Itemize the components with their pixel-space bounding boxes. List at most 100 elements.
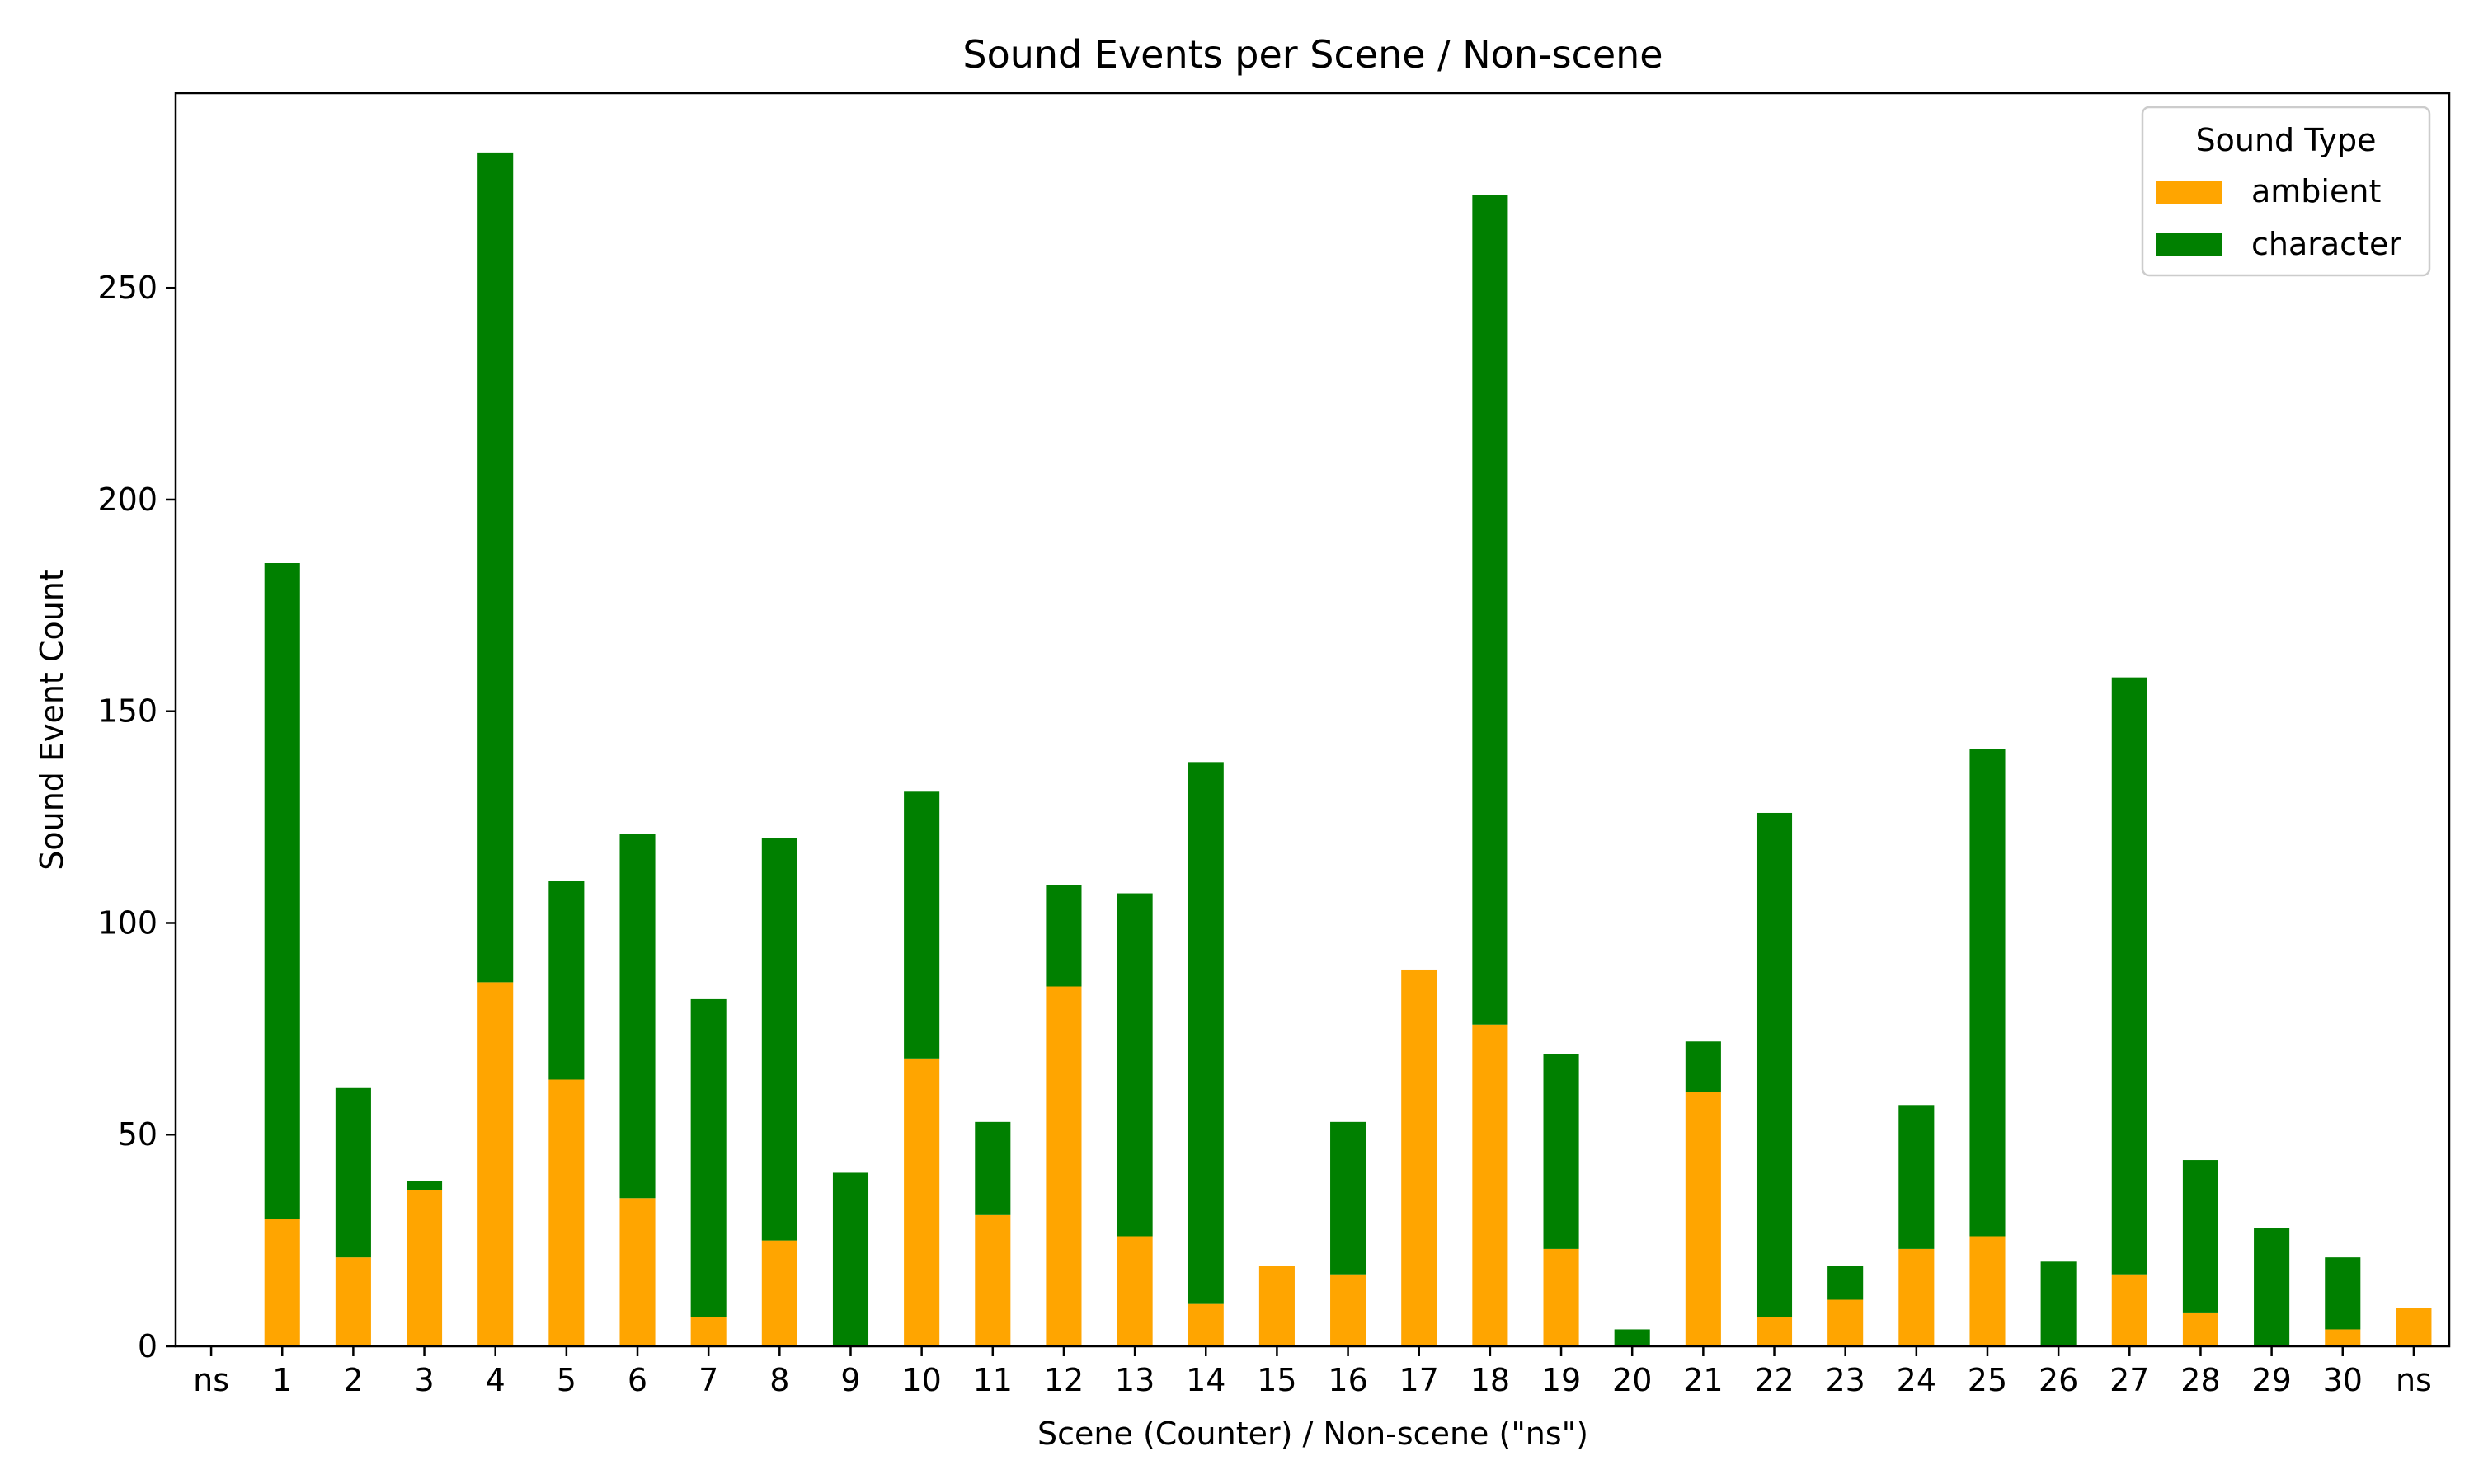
bar-character-24 [1898,1105,1935,1249]
bar-ambient-15 [1258,1266,1295,1346]
bar-ambient-10 [904,1058,940,1346]
x-tick-label: 27 [2109,1362,2149,1398]
y-tick-label: 200 [97,481,158,518]
x-tick-label: 6 [628,1362,647,1398]
legend: Sound Type ambient character [2141,106,2431,277]
x-tick-label: 14 [1186,1362,1225,1398]
bar-ambient-16 [1330,1274,1366,1346]
bar-ambient-3 [407,1190,443,1346]
bar-ambient-22 [1756,1317,1793,1346]
x-tick-label: 13 [1115,1362,1155,1398]
x-tick-label: 7 [698,1362,718,1398]
y-tick-label: 50 [118,1116,158,1153]
y-axis-label: Sound Event Count [34,569,70,871]
bar-character-29 [2254,1228,2290,1346]
bar-character-23 [1827,1266,1864,1300]
x-tick-label: 12 [1044,1362,1084,1398]
x-tick-label: 10 [901,1362,941,1398]
x-axis: ns 1 2 3 4 5 6 7 8 9 10 11 12 13 14 15 16 17 18 19 20 21 22 23 2… [193,1346,2432,1398]
bar-character-4 [477,152,514,983]
bars-layer [264,152,2432,1346]
x-tick-label: 21 [1683,1362,1723,1398]
bar-ambient-28 [2182,1312,2218,1346]
x-tick-label: 11 [973,1362,1013,1398]
bar-character-26 [2040,1261,2077,1346]
x-tick-label: 18 [1470,1362,1510,1398]
bar-character-25 [1969,749,2006,1237]
bar-character-10 [904,791,940,1059]
bar-character-3 [407,1181,443,1190]
x-tick-label: 2 [343,1362,363,1398]
x-tick-label: 20 [1612,1362,1652,1398]
legend-swatch-character [2156,233,2222,256]
bar-character-13 [1117,893,1153,1237]
y-tick-label: 0 [138,1328,158,1364]
x-tick-label: 17 [1399,1362,1439,1398]
x-tick-label: 29 [2251,1362,2291,1398]
bar-ambient-14 [1188,1303,1224,1346]
plot-frame [174,92,2451,1348]
x-tick-label: 26 [2039,1362,2078,1398]
y-tick-label: 150 [97,693,158,730]
x-tick-label: 4 [486,1362,506,1398]
x-tick-label: 5 [557,1362,576,1398]
bar-character-12 [1046,885,1082,987]
x-tick-label: 25 [1968,1362,2007,1398]
x-tick-label: 23 [1825,1362,1865,1398]
bar-character-20 [1614,1329,1650,1346]
legend-label-ambient: ambient [2251,173,2381,209]
x-tick-label: 19 [1541,1362,1581,1398]
bar-character-8 [761,838,797,1241]
bar-character-19 [1543,1054,1579,1249]
x-tick-label: 22 [1754,1362,1794,1398]
bar-character-28 [2182,1160,2218,1313]
bar-character-30 [2325,1257,2361,1330]
bar-ambient-21 [1685,1092,1721,1346]
bar-character-18 [1472,195,1508,1025]
x-tick-label: 3 [414,1362,434,1398]
x-tick-label: 8 [769,1362,789,1398]
bar-ambient-5 [548,1079,585,1346]
x-tick-label: 30 [2323,1362,2363,1398]
bar-character-1 [264,563,300,1219]
y-axis: 0 50 100 150 200 250 [97,270,176,1364]
bar-character-21 [1685,1041,1721,1092]
bar-ambient-2 [335,1257,371,1346]
bar-ambient-17 [1401,969,1437,1346]
bar-character-22 [1756,812,1793,1317]
bar-ambient-27 [2111,1274,2147,1346]
y-tick-label: 100 [97,904,158,941]
bar-character-7 [690,998,727,1317]
x-tick-label: 28 [2180,1362,2220,1398]
bar-ambient-13 [1117,1236,1153,1346]
x-tick-label: ns [2396,1362,2432,1398]
bar-ambient-7 [690,1317,727,1346]
bar-ambient-23 [1827,1299,1864,1346]
bar-ambient-12 [1046,986,1082,1346]
bar-ambient-6 [619,1198,656,1346]
bar-character-2 [335,1087,371,1258]
legend-swatch-ambient [2156,181,2222,204]
x-tick-label: 16 [1328,1362,1367,1398]
bar-ambient-24 [1898,1248,1935,1346]
y-tick-label: 250 [97,270,158,306]
x-tick-label: ns [193,1362,229,1398]
legend-label-character: character [2251,226,2401,262]
bar-ambient-11 [975,1214,1011,1346]
bar-ambient-4 [477,982,514,1346]
bar-ambient-18 [1472,1024,1508,1346]
bar-ambient-25 [1969,1236,2006,1346]
x-tick-label: 9 [840,1362,860,1398]
bar-character-16 [1330,1121,1366,1275]
bar-character-6 [619,834,656,1199]
bar-ambient-30 [2325,1329,2361,1346]
bar-ambient-31 [2396,1308,2432,1346]
x-tick-label: 1 [272,1362,292,1398]
x-tick-label: 24 [1897,1362,1936,1398]
bar-character-5 [548,881,585,1080]
x-axis-label: Scene (Counter) / Non-scene ("ns") [1037,1416,1588,1452]
bar-ambient-8 [761,1240,797,1346]
bar-ambient-19 [1543,1248,1579,1346]
